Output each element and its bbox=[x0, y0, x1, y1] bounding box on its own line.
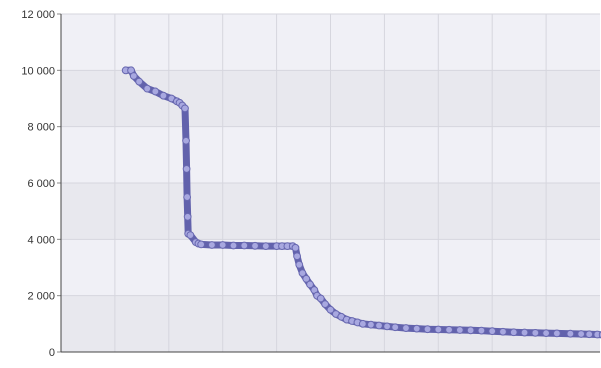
data-point bbox=[321, 300, 330, 309]
data-point bbox=[182, 165, 191, 173]
data-point bbox=[326, 305, 335, 314]
data-point bbox=[445, 325, 453, 334]
horizontal-gridlines bbox=[57, 13, 600, 353]
data-point bbox=[261, 242, 270, 250]
data-point bbox=[143, 84, 152, 93]
y-tick-label: 8 000 bbox=[27, 122, 55, 134]
data-point bbox=[531, 328, 540, 337]
data-point bbox=[293, 252, 301, 261]
data-point bbox=[135, 77, 144, 86]
data-point bbox=[367, 320, 375, 329]
data-point bbox=[402, 324, 410, 332]
data-point bbox=[129, 72, 138, 80]
data-point bbox=[151, 87, 160, 96]
axes bbox=[60, 14, 600, 353]
y-tick-label: 4 000 bbox=[27, 234, 55, 246]
data-point bbox=[391, 323, 400, 332]
data-point bbox=[477, 326, 486, 335]
y-tick-label: 10 000 bbox=[21, 65, 55, 77]
data-point bbox=[488, 327, 497, 336]
data-point bbox=[520, 328, 529, 337]
data-point bbox=[466, 326, 475, 335]
data-point bbox=[577, 330, 586, 338]
y-tick-labels: 0 2 000 4 000 6 000 8 000 10 000 12 000 bbox=[21, 9, 55, 359]
data-point bbox=[208, 241, 216, 249]
data-point bbox=[240, 241, 249, 250]
data-point bbox=[434, 325, 443, 334]
data-point bbox=[251, 241, 259, 250]
data-point bbox=[552, 329, 561, 338]
data-point bbox=[291, 243, 300, 252]
data-point bbox=[306, 280, 314, 289]
y-tick-label: 0 bbox=[49, 347, 55, 359]
data-point bbox=[197, 240, 206, 249]
data-point bbox=[383, 322, 391, 331]
data-point bbox=[375, 321, 383, 330]
data-point bbox=[302, 274, 311, 283]
y-tick-label: 6 000 bbox=[27, 178, 55, 190]
data-point bbox=[509, 328, 518, 337]
data-point bbox=[455, 326, 464, 334]
data-point bbox=[229, 241, 238, 250]
data-point bbox=[566, 329, 575, 338]
data-point bbox=[218, 241, 227, 249]
data-point bbox=[298, 269, 307, 278]
data-point bbox=[499, 327, 507, 336]
data-point bbox=[186, 231, 195, 240]
data-point bbox=[412, 324, 421, 333]
data-point bbox=[585, 330, 594, 339]
data-point bbox=[295, 260, 304, 269]
data-point bbox=[316, 294, 325, 303]
data-point bbox=[182, 136, 190, 145]
data-point bbox=[183, 193, 192, 201]
data-point bbox=[181, 104, 189, 113]
data-point bbox=[423, 325, 432, 334]
y-tick-label: 12 000 bbox=[21, 9, 55, 21]
y-tick-label: 2 000 bbox=[27, 291, 55, 303]
data-point bbox=[542, 329, 550, 338]
data-point bbox=[183, 212, 192, 221]
data-point bbox=[159, 91, 168, 100]
data-point bbox=[358, 319, 367, 328]
